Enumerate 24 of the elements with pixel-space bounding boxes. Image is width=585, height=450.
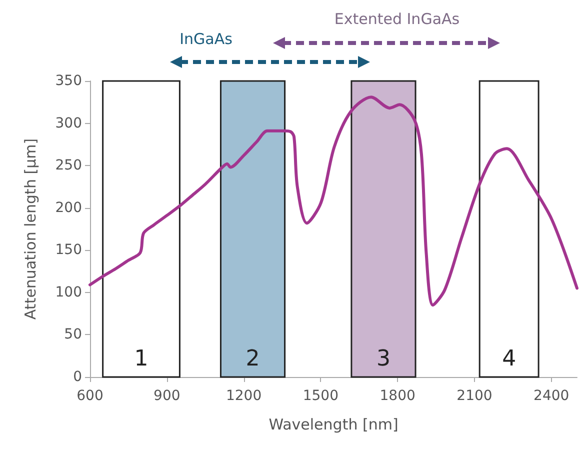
line-series — [88, 96, 578, 307]
y-tick-label: 50 — [64, 326, 82, 343]
band-label: 1 — [134, 346, 148, 372]
y-tick-label: 250 — [55, 158, 82, 174]
x-tick-label: 900 — [154, 388, 180, 404]
band-label: 3 — [376, 346, 390, 372]
x-tick-label: 1500 — [302, 388, 339, 404]
y-tick-label: 150 — [55, 242, 82, 258]
x-tick-label: 2400 — [534, 388, 570, 404]
y-tick-label: 100 — [55, 284, 82, 300]
y-tick-label: 0 — [73, 369, 82, 385]
x-tick-label: 1200 — [226, 388, 262, 404]
x-tick-label: 2100 — [456, 388, 492, 404]
text: InGaAs — [180, 30, 233, 48]
band-label: 4 — [502, 346, 516, 372]
x-tick-label: 600 — [76, 388, 104, 404]
y-tick-label: 300 — [55, 115, 82, 132]
y-tick-label: 200 — [55, 200, 82, 216]
y-tick-label: 350 — [55, 73, 82, 89]
y-axis-title: Attenuation length [µm] — [22, 138, 40, 320]
x-tick-label: 1800 — [380, 388, 416, 404]
x-axis-title: Wavelength [nm] — [268, 416, 398, 434]
text: Extented InGaAs — [334, 10, 460, 28]
band-label: 2 — [246, 346, 260, 372]
